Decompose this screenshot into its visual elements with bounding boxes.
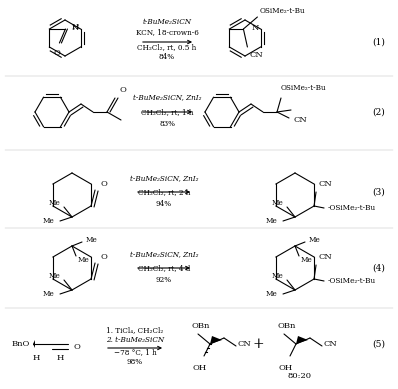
Text: O: O bbox=[100, 253, 107, 261]
Text: -OSiMe₂-t-Bu: -OSiMe₂-t-Bu bbox=[328, 277, 376, 285]
Text: BnO: BnO bbox=[12, 340, 30, 348]
Text: Me: Me bbox=[42, 290, 54, 298]
Text: 2. t-BuMe₂SiCN: 2. t-BuMe₂SiCN bbox=[106, 336, 164, 344]
Text: t-BuMe₂SiCN, ZnI₂: t-BuMe₂SiCN, ZnI₂ bbox=[130, 251, 198, 259]
Text: CN: CN bbox=[293, 116, 307, 124]
Text: CH₂Cl₂, rt, 4 d: CH₂Cl₂, rt, 4 d bbox=[138, 264, 190, 272]
Text: OBn: OBn bbox=[278, 322, 297, 330]
Polygon shape bbox=[296, 336, 308, 344]
Text: O: O bbox=[54, 49, 61, 57]
Text: Me: Me bbox=[48, 199, 60, 207]
Text: N: N bbox=[251, 24, 259, 32]
Text: Me: Me bbox=[42, 217, 54, 225]
Text: O: O bbox=[74, 343, 81, 351]
Text: Me: Me bbox=[86, 236, 98, 244]
Text: Me: Me bbox=[301, 256, 313, 264]
Text: Me: Me bbox=[265, 290, 277, 298]
Text: Me: Me bbox=[271, 272, 283, 280]
Text: O: O bbox=[119, 86, 126, 94]
Text: CH₂Cl₂, rt, 0.5 h: CH₂Cl₂, rt, 0.5 h bbox=[137, 43, 197, 51]
Text: (2): (2) bbox=[372, 107, 385, 116]
Text: (5): (5) bbox=[372, 340, 385, 349]
Text: CN: CN bbox=[324, 340, 338, 348]
Text: t-BuMe₂SiCN: t-BuMe₂SiCN bbox=[142, 18, 191, 26]
Text: CH₂Cl₂, rt, 1 h: CH₂Cl₂, rt, 1 h bbox=[141, 108, 193, 116]
Text: 84%: 84% bbox=[159, 53, 175, 61]
Polygon shape bbox=[33, 340, 35, 348]
Text: 92%: 92% bbox=[156, 276, 172, 284]
Text: CN: CN bbox=[250, 51, 263, 59]
Text: (1): (1) bbox=[372, 37, 385, 47]
Text: OSiMe₂-t-Bu: OSiMe₂-t-Bu bbox=[259, 7, 305, 15]
Text: N: N bbox=[71, 24, 78, 32]
Text: H: H bbox=[71, 23, 79, 31]
Text: Me: Me bbox=[271, 199, 283, 207]
Text: CH₂Cl₂, rt, 2 h: CH₂Cl₂, rt, 2 h bbox=[138, 188, 190, 196]
Text: -OSiMe₂-t-Bu: -OSiMe₂-t-Bu bbox=[328, 204, 376, 212]
Text: t-BuMe₂SiCN, ZnI₂: t-BuMe₂SiCN, ZnI₂ bbox=[133, 94, 201, 102]
Text: CN: CN bbox=[238, 340, 252, 348]
Text: H: H bbox=[56, 354, 64, 362]
Text: Me: Me bbox=[78, 256, 90, 264]
Text: H: H bbox=[32, 354, 40, 362]
Text: 94%: 94% bbox=[156, 200, 172, 208]
Text: (4): (4) bbox=[372, 263, 385, 273]
Text: OH: OH bbox=[193, 364, 207, 372]
Text: OSiMe₂-t-Bu: OSiMe₂-t-Bu bbox=[281, 84, 327, 92]
Text: (3): (3) bbox=[372, 187, 385, 196]
Polygon shape bbox=[210, 336, 222, 344]
Text: +: + bbox=[252, 337, 264, 351]
Text: 98%: 98% bbox=[127, 358, 143, 366]
Text: t-BuMe₂SiCN, ZnI₂: t-BuMe₂SiCN, ZnI₂ bbox=[130, 175, 198, 183]
Text: 83%: 83% bbox=[159, 120, 175, 128]
Text: O: O bbox=[100, 180, 107, 188]
Text: CN: CN bbox=[318, 253, 332, 261]
Text: 1. TiCl₄, CH₂Cl₂: 1. TiCl₄, CH₂Cl₂ bbox=[106, 326, 164, 334]
Text: Me: Me bbox=[265, 217, 277, 225]
Text: KCN, 18-crown-6: KCN, 18-crown-6 bbox=[136, 28, 199, 36]
Text: CN: CN bbox=[318, 180, 332, 188]
Text: −78 °C, 1 h: −78 °C, 1 h bbox=[113, 348, 156, 356]
Text: Me: Me bbox=[48, 272, 60, 280]
Text: OBn: OBn bbox=[192, 322, 211, 330]
Text: Me: Me bbox=[309, 236, 321, 244]
Text: 80:20: 80:20 bbox=[288, 372, 312, 380]
Text: OH: OH bbox=[279, 364, 293, 372]
